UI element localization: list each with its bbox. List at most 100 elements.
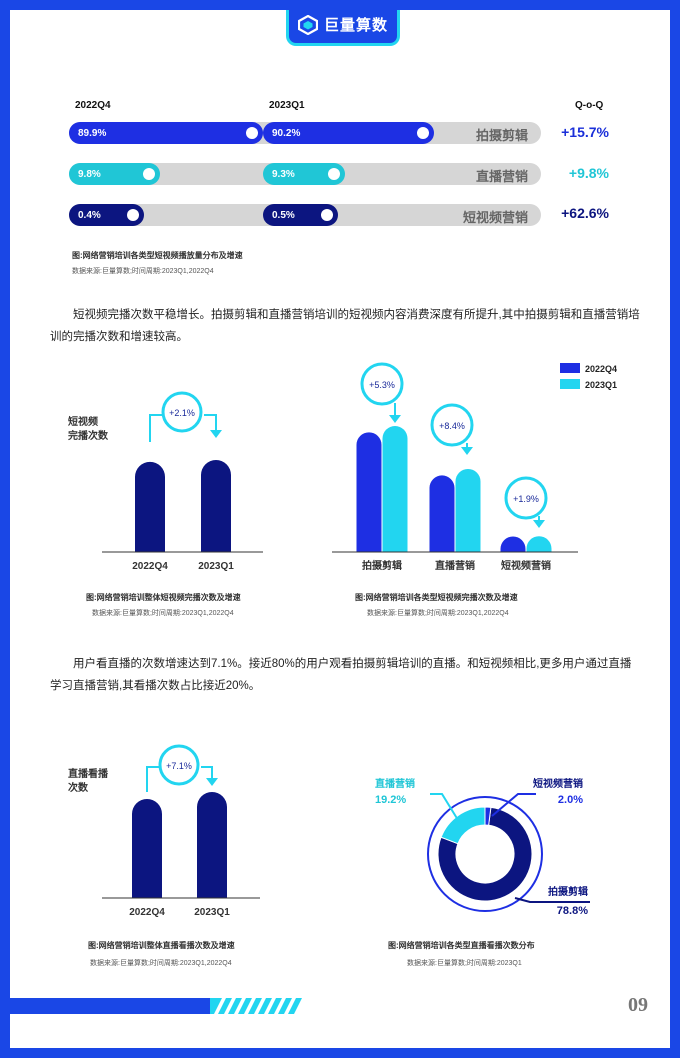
legend-swatch-2023q1 — [560, 379, 580, 389]
brand-name: 巨量算数 — [323, 17, 388, 34]
donut-value-short: 2.0% — [558, 794, 583, 806]
chart4-growth-arrow — [206, 778, 218, 786]
caption-chart5: 图:网络营销培训各类型直播看播次数分布 — [388, 941, 535, 950]
chart3-growth-label-3: +1.9% — [513, 494, 539, 504]
qoq-value-3: +62.6% — [561, 205, 609, 221]
chart2-bar-1 — [135, 461, 165, 552]
caption-chart2: 图:网络营销培训整体短视频完播次数及增速 — [86, 593, 241, 602]
chart2-ylabel-line2: 完播次数 — [68, 429, 109, 442]
row-label-2: 直播营销 — [475, 169, 528, 184]
chart4-xtick-1: 2022Q4 — [129, 907, 165, 918]
chart3-growth-badge-3 — [504, 476, 548, 520]
chart4-ylabel-line1: 直播看播 — [68, 767, 109, 780]
caption-chart4: 图:网络营销培训整体直播看播次数及增速 — [88, 941, 235, 950]
page-number: 09 — [628, 994, 648, 1016]
chart4-ylabel-line2: 次数 — [68, 781, 89, 794]
caption-chart3: 图:网络营销培训各类型短视频完播次数及增速 — [355, 593, 518, 602]
row-label-1: 拍摄剪辑 — [475, 128, 528, 143]
donut-outer-ring — [427, 796, 543, 912]
chart3-bar-2-2023q1 — [455, 468, 481, 552]
donut-slices — [437, 806, 533, 902]
chart2-growth-connector-right — [204, 414, 217, 432]
bar-knob — [143, 168, 155, 180]
chart2-growth-badge — [161, 391, 203, 433]
chart3-growth-badge-2 — [430, 403, 474, 447]
chart3-growth-arrow-1 — [389, 415, 401, 423]
donut-label-short: 短视频营销 — [533, 777, 583, 790]
legend-label-2023q1: 2023Q1 — [585, 380, 617, 390]
paragraph-1: 短视频完播次数平稳增长。拍摄剪辑和直播营销培训的短视频内容消费深度有所提升,其中… — [50, 309, 640, 343]
chart4-bar-1 — [132, 799, 162, 898]
chart2-xtick-1: 2022Q4 — [132, 561, 168, 572]
bar-value: 90.2% — [272, 127, 301, 139]
chart2-growth-connector-left — [149, 414, 164, 442]
caption-top: 图:网络营销培训各类型短视频播放量分布及增速 — [72, 251, 243, 260]
chart3-growth-label-2: +8.4% — [439, 421, 465, 431]
donut-value-edit: 78.8% — [557, 905, 588, 917]
bar-row-3-2022q4: 0.4% — [69, 204, 144, 226]
chart4-growth-badge — [158, 744, 200, 786]
donut-leader-live — [430, 793, 459, 821]
footer-stripe — [228, 998, 242, 1014]
donut-leader-short — [491, 793, 536, 817]
qoq-value-2: +9.8% — [568, 165, 609, 181]
legend-label-2022q4: 2022Q4 — [585, 364, 617, 374]
chart3-xtick-3: 短视频营销 — [501, 559, 551, 572]
source-chart4: 数据来源:巨量算数;时间周期:2023Q1,2022Q4 — [90, 960, 232, 967]
bar-row-3-2023q1: 0.5% — [263, 204, 338, 226]
chart3-bar-3-2022q4 — [500, 536, 526, 552]
bar-knob — [328, 168, 340, 180]
source-chart5: 数据来源:巨量算数;时间周期:2023Q1 — [407, 960, 522, 967]
bar-knob — [321, 209, 333, 221]
donut-hole — [456, 825, 514, 883]
brand-logo-icon — [297, 14, 318, 35]
footer-stripe — [248, 998, 262, 1014]
bar-value: 0.5% — [272, 209, 295, 221]
col-header-2023q1: 2023Q1 — [269, 100, 305, 111]
row-label-3: 短视频营销 — [462, 210, 528, 225]
chart4-xtick-2: 2023Q1 — [194, 907, 230, 918]
footer-bar — [10, 998, 210, 1014]
chart4-growth-label: +7.1% — [166, 761, 192, 771]
donut-value-live: 19.2% — [375, 794, 406, 806]
chart4-growth-connector-left — [146, 766, 161, 792]
footer-stripe — [258, 998, 272, 1014]
footer-stripe — [238, 998, 252, 1014]
chart2-ylabel-line1: 短视频 — [68, 415, 98, 428]
chart2-xtick-2: 2023Q1 — [198, 561, 234, 572]
donut-leader-edit — [514, 897, 590, 903]
chart3-xtick-2: 直播营销 — [435, 559, 475, 572]
chart2-growth-arrow — [210, 430, 222, 438]
bar-value: 9.8% — [78, 168, 101, 180]
col-header-qoq: Q-o-Q — [575, 100, 604, 111]
footer-stripe — [288, 998, 302, 1014]
brand-logo: 巨量算数 — [286, 10, 400, 46]
chart3-bar-1-2022q4 — [356, 432, 382, 552]
bar-knob — [127, 209, 139, 221]
chart4-growth-connector-right — [201, 766, 213, 780]
bar-row-2-2023q1: 9.3% — [263, 163, 345, 185]
bar-knob — [417, 127, 429, 139]
bar-row-1-2022q4: 89.9% — [69, 122, 263, 144]
chart3-growth-label-1: +5.3% — [369, 380, 395, 390]
bar-row-2-2022q4: 9.8% — [69, 163, 160, 185]
bar-row-1-2023q1: 90.2% — [263, 122, 434, 144]
footer-stripe — [218, 998, 232, 1014]
chart4-bar-2 — [197, 792, 227, 898]
chart2-growth-label: +2.1% — [169, 408, 195, 418]
donut-label-edit: 拍摄剪辑 — [548, 885, 588, 898]
footer-stripe — [268, 998, 282, 1014]
bar-value: 9.3% — [272, 168, 295, 180]
bar-knob — [246, 127, 258, 139]
col-header-2022q4: 2022Q4 — [75, 100, 111, 111]
chart3-growth-arrow-2 — [461, 447, 473, 455]
qoq-value-1: +15.7% — [561, 124, 609, 140]
source-chart2: 数据来源:巨量算数;时间周期:2023Q1,2022Q4 — [92, 610, 234, 617]
chart2-bar-2 — [201, 460, 231, 552]
legend-swatch-2022q4 — [560, 363, 580, 373]
footer-stripe — [278, 998, 292, 1014]
chart3-growth-badge-1 — [360, 362, 404, 406]
source-chart3: 数据来源:巨量算数;时间周期:2023Q1,2022Q4 — [367, 610, 509, 617]
bar-value: 0.4% — [78, 209, 101, 221]
